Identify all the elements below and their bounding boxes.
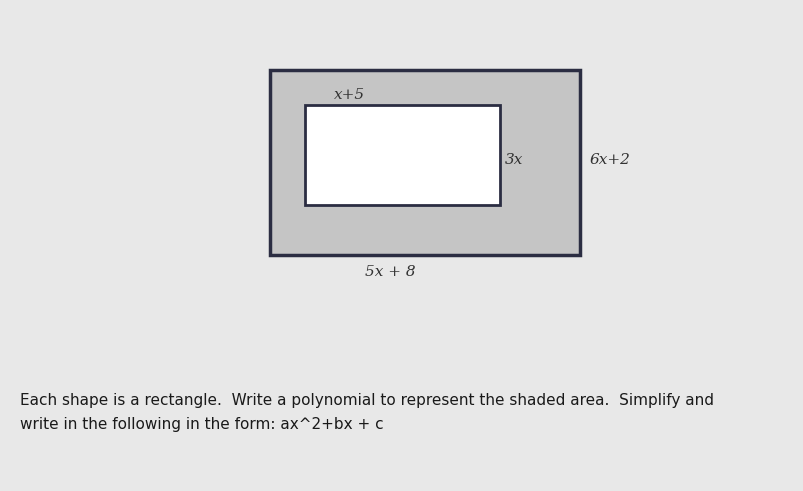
Text: write in the following in the form: ax^2+bx + c: write in the following in the form: ax^2… [20, 417, 383, 433]
Text: 5x + 8: 5x + 8 [365, 265, 415, 279]
Text: 6x+2: 6x+2 [589, 153, 630, 167]
Bar [270, 70, 579, 255]
Text: x+5: x+5 [334, 88, 365, 102]
Bar [304, 105, 499, 205]
Text: Each shape is a rectangle.  Write a polynomial to represent the shaded area.  Si: Each shape is a rectangle. Write a polyn… [20, 392, 713, 408]
Text: 3x: 3x [504, 153, 523, 167]
